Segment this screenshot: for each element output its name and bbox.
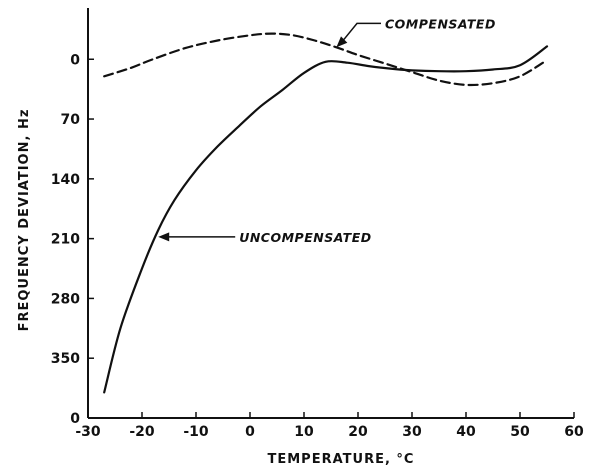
series-line-compensated — [103, 32, 549, 87]
y-tick-label: 210 — [51, 232, 80, 248]
annotation-label: UNCOMPENSATED — [239, 230, 371, 245]
x-tick-label: 40 — [456, 424, 476, 440]
series-line-uncompensated — [103, 45, 549, 394]
annotation-arrowhead — [158, 232, 170, 242]
x-axis-title: TEMPERATURE, °C — [268, 452, 415, 467]
annotation-arrowhead — [336, 36, 348, 48]
x-tick-label: -10 — [183, 424, 209, 440]
x-tick-label: 20 — [348, 424, 368, 440]
y-baseline-label: 0 — [70, 411, 80, 427]
annotation-leader — [341, 22, 381, 42]
y-tick-label: 0 — [70, 52, 80, 68]
x-tick-label: 10 — [294, 424, 314, 440]
x-tick-label: -20 — [129, 424, 155, 440]
y-tick-label: 280 — [51, 291, 80, 307]
x-tick-label: -30 — [75, 424, 101, 440]
y-tick-label: 350 — [51, 351, 80, 367]
x-tick-label: 30 — [402, 424, 422, 440]
y-axis-ticks: 0 70 140 210 280 350 0 — [51, 52, 94, 427]
annotation-label: COMPENSATED — [385, 16, 496, 31]
x-tick-label: 50 — [510, 424, 530, 440]
y-tick-label: 70 — [61, 112, 81, 128]
x-tick-label: 60 — [564, 424, 584, 440]
x-axis-ticks: -30 -20 -10 0 10 20 30 40 50 60 — [75, 412, 584, 440]
axes — [87, 8, 574, 419]
y-axis-title: FREQUENCY DEVIATION, Hz — [17, 109, 32, 332]
series-group — [103, 32, 549, 394]
y-tick-label: 140 — [51, 172, 80, 188]
x-tick-label: 0 — [245, 424, 255, 440]
annotations: COMPENSATED UNCOMPENSATED — [158, 16, 496, 245]
